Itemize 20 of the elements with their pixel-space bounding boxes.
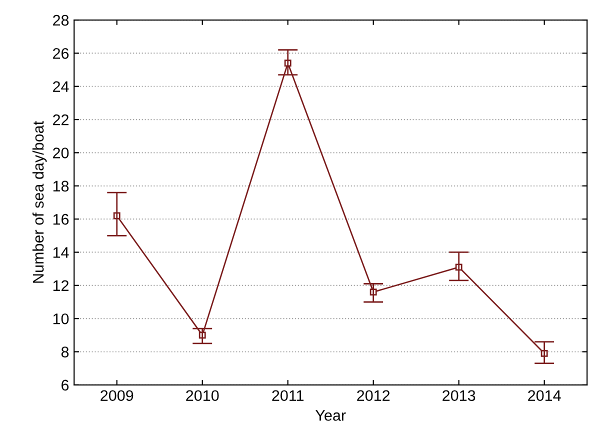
y-axis-title: Number of sea day/boat (32, 121, 47, 283)
y-tick-label: 12 (53, 280, 68, 291)
x-tick-label: 2010 (186, 390, 219, 402)
x-tick-label: 2011 (272, 390, 304, 402)
x-tick-label: 2014 (528, 390, 561, 402)
y-tick-label: 18 (53, 180, 69, 192)
y-tick-label: 26 (53, 48, 69, 59)
x-tick-label: 2009 (100, 390, 134, 402)
y-tick-label: 20 (53, 148, 69, 158)
y-tick-label: 22 (53, 114, 68, 126)
y-tick-label: 14 (53, 247, 69, 258)
y-tick-label: 24 (53, 81, 69, 92)
x-tick-label: 2013 (442, 390, 476, 402)
y-tick-label: 28 (53, 14, 69, 26)
x-axis-title: Year (315, 410, 346, 421)
y-tick-label: 6 (62, 380, 69, 391)
y-tick-label: 10 (53, 313, 69, 324)
y-tick-label: 8 (61, 346, 69, 358)
x-tick-label: 2012 (357, 390, 390, 402)
y-tick-label: 16 (53, 214, 69, 225)
